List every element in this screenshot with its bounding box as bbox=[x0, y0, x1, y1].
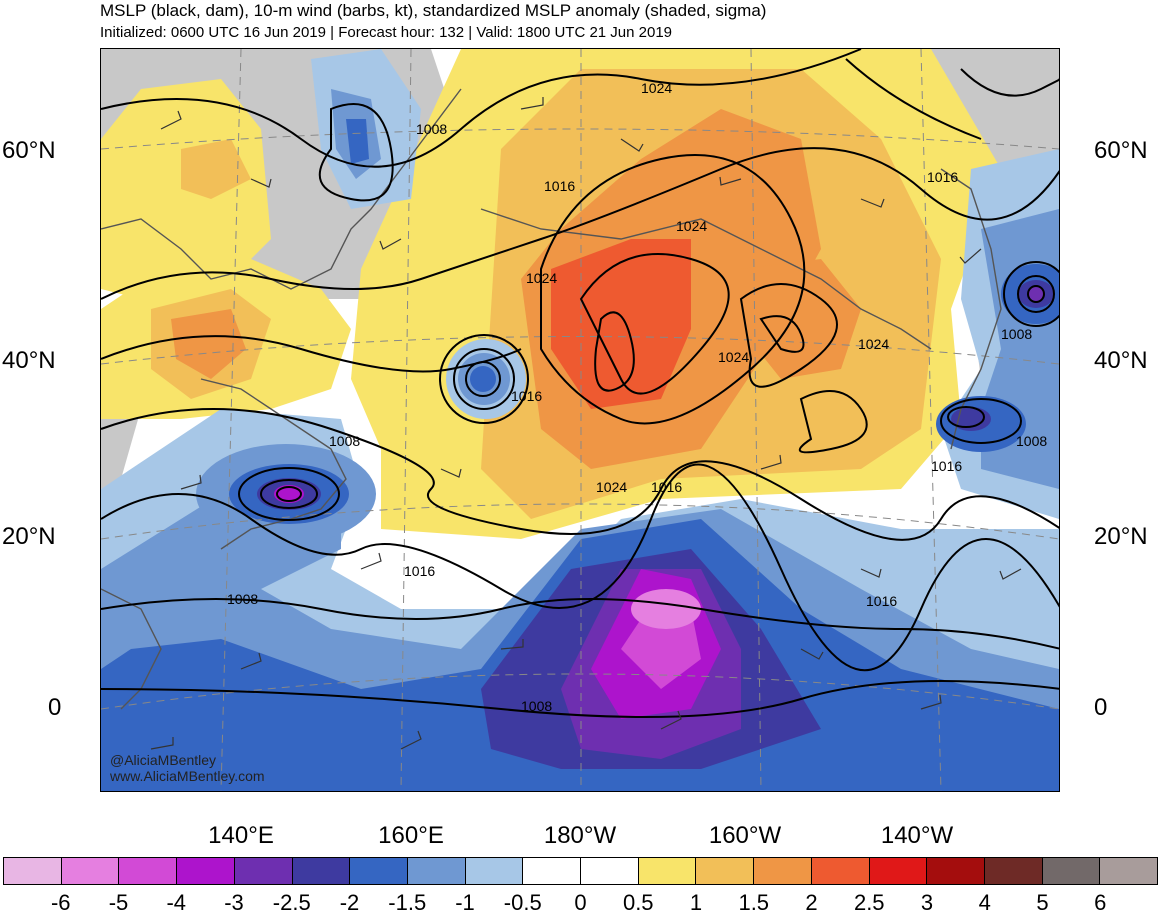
lat-label-20n-left: 20°N bbox=[2, 523, 56, 550]
lat-label-0-right: 0 bbox=[1094, 694, 1108, 721]
contour-labels: 1024 1008 1016 1024 1024 1024 1024 1016 … bbox=[227, 80, 1047, 714]
lon-label-140e: 140°E bbox=[208, 822, 274, 849]
lon-label-160e: 160°E bbox=[378, 822, 444, 849]
colorbar-swatch bbox=[119, 858, 178, 884]
contour-label: 1016 bbox=[544, 178, 575, 194]
lon-label-180w: 180°W bbox=[543, 822, 617, 849]
contour-label: 1024 bbox=[718, 349, 749, 365]
credit-handle: @AliciaMBentley bbox=[110, 752, 217, 768]
lon-label-160w: 160°W bbox=[708, 822, 782, 849]
anomaly-darkorange-west bbox=[171, 309, 246, 379]
colorbar-swatch bbox=[927, 858, 985, 884]
colorbar-swatch bbox=[811, 858, 870, 884]
colorbar-label: 3 bbox=[920, 890, 934, 915]
contour-label: 1008 bbox=[521, 698, 552, 714]
colorbar-swatch bbox=[696, 858, 755, 884]
contour-label: 1016 bbox=[927, 169, 958, 185]
anomaly-darkblue-low-north bbox=[346, 119, 369, 164]
colorbar-swatch bbox=[1042, 858, 1101, 884]
anomaly-low-east-eye bbox=[1029, 287, 1043, 301]
map-canvas: 1024 1008 1016 1024 1024 1024 1024 1016 … bbox=[101, 49, 1059, 791]
lat-label-20n-right: 20°N bbox=[1094, 523, 1148, 550]
lat-label-60n-left: 60°N bbox=[2, 137, 56, 164]
contour-label: 1016 bbox=[511, 388, 542, 404]
colorbar-label: 6 bbox=[1094, 890, 1107, 915]
colorbar-swatch bbox=[292, 858, 351, 884]
colorbar-swatch bbox=[465, 858, 524, 884]
colorbar-swatch bbox=[1100, 858, 1158, 884]
colorbar-swatch bbox=[350, 858, 408, 884]
wind-barbs bbox=[150, 97, 1022, 750]
lat-label-40n-right: 40°N bbox=[1094, 347, 1148, 374]
contour-label: 1016 bbox=[866, 593, 897, 609]
colorbar-label: -1 bbox=[455, 890, 475, 915]
anomaly-low-southeast-core bbox=[951, 407, 991, 431]
colorbar-label: 1.5 bbox=[738, 890, 770, 915]
contour-label: 1024 bbox=[641, 80, 672, 96]
colorbar-swatch bbox=[61, 858, 120, 884]
map-subtitle: Initialized: 0600 UTC 16 Jun 2019 | Fore… bbox=[100, 24, 673, 41]
contour-label: 1016 bbox=[651, 479, 682, 495]
colorbar-label: -3 bbox=[224, 890, 244, 915]
contour-label: 1008 bbox=[227, 591, 258, 607]
colorbar-swatch bbox=[754, 858, 812, 884]
colorbar-label: 2.5 bbox=[853, 890, 885, 915]
contour-label: 1016 bbox=[931, 458, 962, 474]
contour-label: 1024 bbox=[858, 336, 889, 352]
colorbar-label: -2.5 bbox=[272, 890, 311, 915]
colorbar-label: 1 bbox=[689, 890, 703, 915]
contour-label: 1024 bbox=[676, 218, 707, 234]
lat-label-40n-left: 40°N bbox=[2, 347, 56, 374]
colorbar-label: -6 bbox=[50, 890, 71, 915]
colorbar-swatch bbox=[177, 858, 235, 884]
map-title: MSLP (black, dam), 10-m wind (barbs, kt)… bbox=[100, 1, 767, 20]
colorbar-swatch bbox=[638, 858, 697, 884]
contour-label: 1008 bbox=[329, 433, 360, 449]
colorbar-swatch bbox=[869, 858, 928, 884]
colorbar-label: 5 bbox=[1036, 890, 1049, 915]
colorbar-label: -5 bbox=[108, 890, 129, 915]
anomaly-orange-nw bbox=[181, 139, 251, 199]
contour-label: 1024 bbox=[526, 270, 557, 286]
contour-label: 1024 bbox=[596, 479, 627, 495]
anomaly-low-center-core bbox=[470, 366, 496, 392]
colorbar-label: 0 bbox=[574, 890, 587, 915]
lon-label-140w: 140°W bbox=[880, 822, 954, 849]
colorbar-label: 0.5 bbox=[622, 890, 654, 915]
colorbar-label: -1.5 bbox=[388, 890, 427, 915]
contour-label: 1008 bbox=[1001, 326, 1032, 342]
forecast-map[interactable]: 1024 1008 1016 1024 1024 1024 1024 1016 … bbox=[100, 48, 1060, 792]
anomaly-red-pacific bbox=[551, 239, 691, 409]
colorbar-label: -0.5 bbox=[503, 890, 542, 915]
contour-label: 1008 bbox=[1016, 433, 1047, 449]
colorbar-swatch bbox=[234, 858, 293, 884]
lat-label-0-left: 0 bbox=[48, 694, 62, 721]
colorbar-swatch bbox=[581, 858, 639, 884]
colorbar-swatch bbox=[407, 858, 466, 884]
contour-label: 1008 bbox=[416, 121, 447, 137]
colorbar-label: 4 bbox=[978, 890, 991, 915]
colorbar bbox=[3, 857, 1158, 885]
colorbar-label: -2 bbox=[339, 890, 360, 915]
contour-label: 1016 bbox=[404, 563, 435, 579]
anomaly-pink-south bbox=[631, 589, 701, 629]
colorbar-swatch bbox=[523, 858, 582, 884]
credit-website[interactable]: www.AliciaMBentley.com bbox=[110, 768, 265, 784]
lat-label-60n-right: 60°N bbox=[1094, 137, 1148, 164]
colorbar-swatch bbox=[984, 858, 1043, 884]
isobars bbox=[101, 49, 1059, 718]
colorbar-label: 2 bbox=[805, 890, 818, 915]
colorbar-swatch bbox=[4, 858, 62, 884]
colorbar-label: -4 bbox=[166, 890, 187, 915]
